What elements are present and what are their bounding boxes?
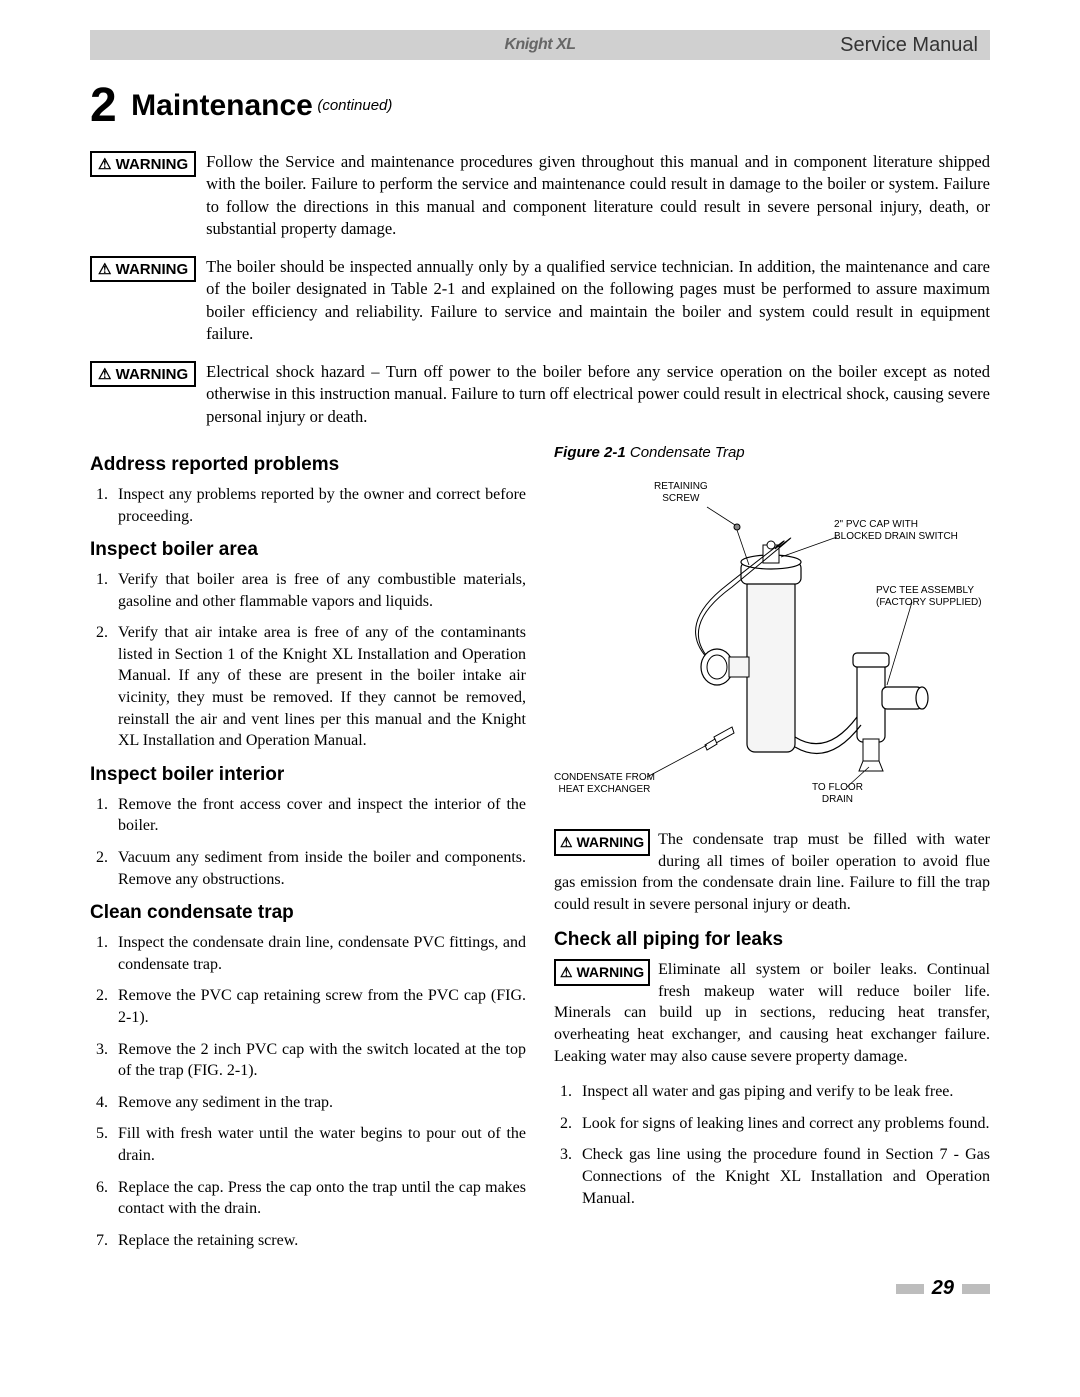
- warning-block-2: ⚠ WARNING The boiler should be inspected…: [90, 256, 990, 345]
- subhead-clean-trap: Clean condensate trap: [90, 902, 526, 924]
- figure-condensate-trap: RETAININGSCREW 2" PVC CAP WITHBLOCKED DR…: [554, 467, 990, 817]
- footer-bar-left: [896, 1284, 924, 1294]
- warning-text: Follow the Service and maintenance proce…: [206, 151, 990, 240]
- list-inspect-interior: Remove the front access cover and inspec…: [90, 794, 526, 890]
- page-footer: 29: [90, 1277, 990, 1300]
- list-item: Inspect any problems reported by the own…: [112, 484, 526, 527]
- fig-label-condensate-from: CONDENSATE FROMHEAT EXCHANGER: [554, 772, 655, 796]
- warning-text: The boiler should be inspected annually …: [206, 256, 990, 345]
- section-name: Maintenance: [131, 89, 313, 122]
- header-manual-title: Service Manual: [840, 34, 978, 57]
- warning-block-1: ⚠ WARNING Follow the Service and mainten…: [90, 151, 990, 240]
- list-address-problems: Inspect any problems reported by the own…: [90, 484, 526, 527]
- list-clean-trap: Inspect the condensate drain line, conde…: [90, 932, 526, 1251]
- header-logo: Knight XL: [504, 36, 575, 54]
- subhead-inspect-interior: Inspect boiler interior: [90, 764, 526, 786]
- list-item: Remove the front access cover and inspec…: [112, 794, 526, 837]
- section-title: 2 Maintenance (continued): [90, 78, 990, 133]
- list-item: Replace the retaining screw.: [112, 1230, 526, 1252]
- section-number: 2: [90, 79, 117, 132]
- fig-label-retaining-screw: RETAININGSCREW: [654, 481, 708, 505]
- figure-caption-bold: Figure 2-1: [554, 444, 626, 461]
- list-item: Verify that air intake area is free of a…: [112, 622, 526, 752]
- section-continued: (continued): [317, 97, 392, 114]
- list-item: Replace the cap. Press the cap onto the …: [112, 1177, 526, 1220]
- warning-label: ⚠ WARNING: [90, 151, 196, 177]
- page-number: 29: [932, 1277, 954, 1300]
- warning-block-3: ⚠ WARNING Electrical shock hazard – Turn…: [90, 361, 990, 428]
- warning-label: ⚠ WARNING: [554, 829, 650, 856]
- fig-label-tee-assembly: PVC TEE ASSEMBLY(FACTORY SUPPLIED): [876, 585, 982, 609]
- list-item: Verify that boiler area is free of any c…: [112, 569, 526, 612]
- list-item: Remove any sediment in the trap.: [112, 1092, 526, 1114]
- list-item: Remove the 2 inch PVC cap with the switc…: [112, 1039, 526, 1082]
- right-column: Figure 2-1 Condensate Trap: [554, 444, 990, 1263]
- footer-bar-right: [962, 1284, 990, 1294]
- subhead-check-piping: Check all piping for leaks: [554, 929, 990, 951]
- list-item: Inspect the condensate drain line, conde…: [112, 932, 526, 975]
- subhead-address-problems: Address reported problems: [90, 454, 526, 476]
- list-item: Check gas line using the procedure found…: [576, 1144, 990, 1209]
- warning-label: ⚠ WARNING: [90, 256, 196, 282]
- figure-caption-italic: Condensate Trap: [630, 444, 745, 461]
- figure-caption: Figure 2-1 Condensate Trap: [554, 444, 990, 461]
- list-item: Remove the PVC cap retaining screw from …: [112, 985, 526, 1028]
- list-check-piping: Inspect all water and gas piping and ver…: [554, 1081, 990, 1209]
- list-item: Fill with fresh water until the water be…: [112, 1123, 526, 1166]
- warning-label: ⚠ WARNING: [554, 959, 650, 986]
- warning-condensate-fill: ⚠ WARNING The condensate trap must be fi…: [554, 829, 990, 915]
- two-column-layout: Address reported problems Inspect any pr…: [90, 444, 990, 1263]
- left-column: Address reported problems Inspect any pr…: [90, 444, 526, 1263]
- warning-text: Electrical shock hazard – Turn off power…: [206, 361, 990, 428]
- list-inspect-area: Verify that boiler area is free of any c…: [90, 569, 526, 752]
- fig-label-to-drain: TO FLOORDRAIN: [812, 782, 863, 806]
- fig-label-pvc-cap: 2" PVC CAP WITHBLOCKED DRAIN SWITCH: [834, 519, 958, 543]
- list-item: Inspect all water and gas piping and ver…: [576, 1081, 990, 1103]
- warning-label: ⚠ WARNING: [90, 361, 196, 387]
- list-item: Vacuum any sediment from inside the boil…: [112, 847, 526, 890]
- list-item: Look for signs of leaking lines and corr…: [576, 1113, 990, 1135]
- warning-piping-leaks: ⚠ WARNING Eliminate all system or boiler…: [554, 959, 990, 1067]
- header-bar: Knight XL Service Manual: [90, 30, 990, 60]
- subhead-inspect-area: Inspect boiler area: [90, 539, 526, 561]
